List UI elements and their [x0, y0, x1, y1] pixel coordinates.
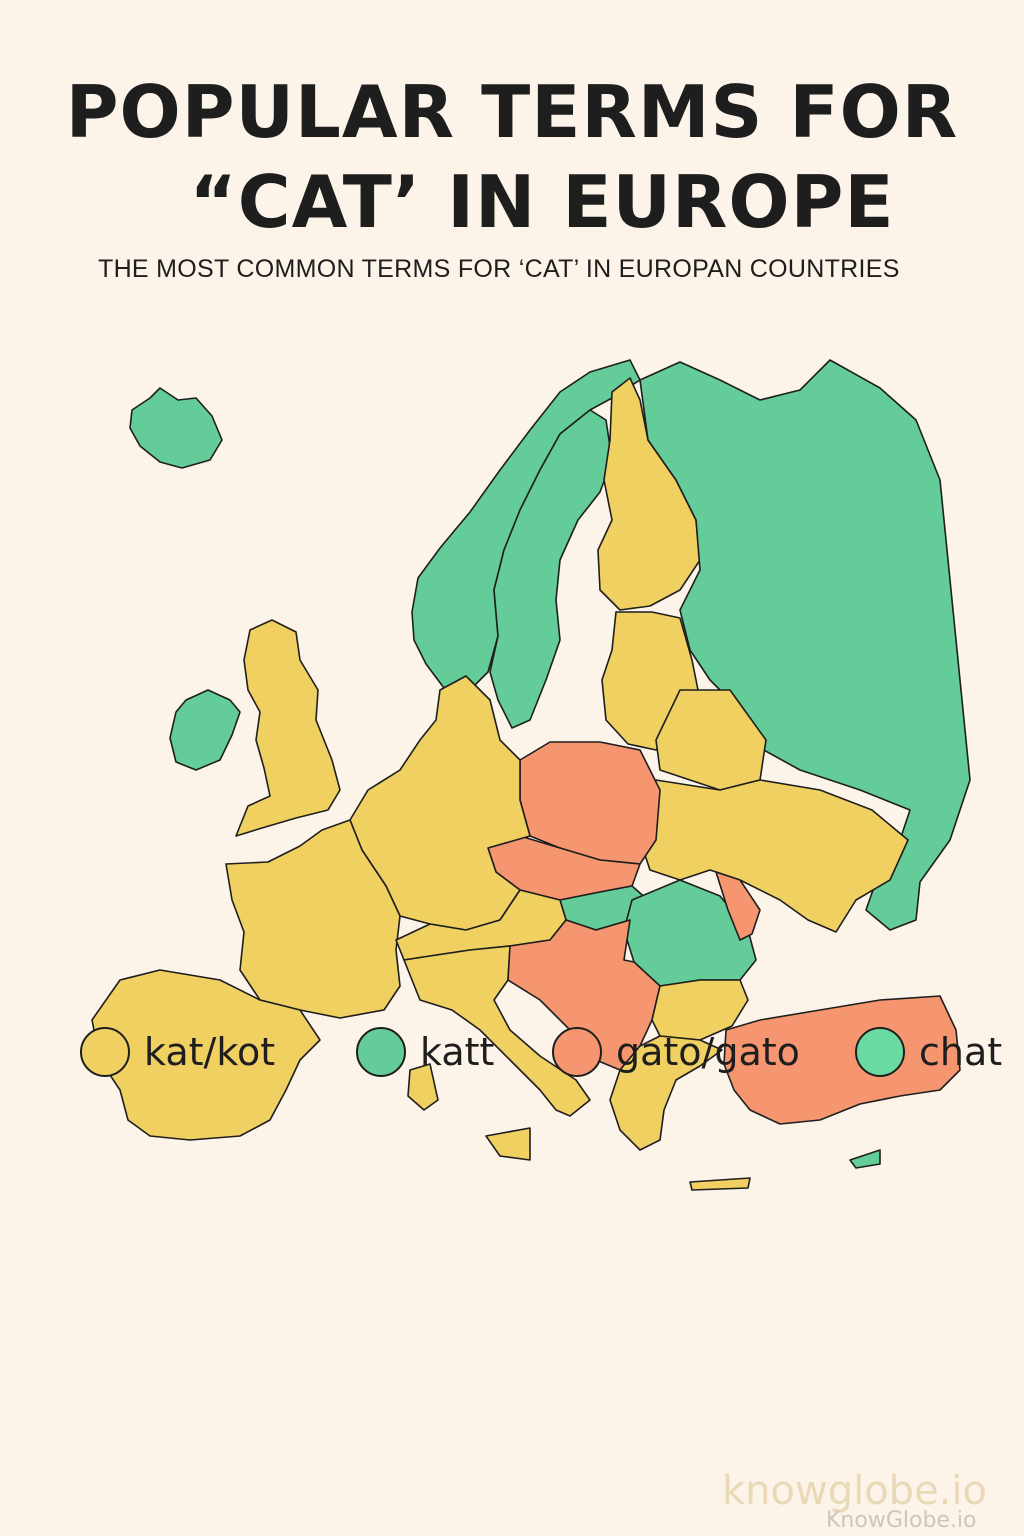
region-greece — [609, 1035, 723, 1151]
legend-swatch-kat-kot — [80, 1027, 130, 1077]
region-moldova — [715, 871, 761, 941]
region-cyprus — [849, 1149, 881, 1169]
legend-label-kat-kot: kat/kot — [144, 1030, 276, 1074]
legend-item-kat-kot: kat/kot — [80, 1027, 275, 1077]
region-iceland — [129, 387, 223, 469]
region-italy — [403, 945, 591, 1117]
legend-swatch-gato — [552, 1027, 602, 1077]
legend-swatch-katt — [356, 1027, 406, 1077]
region-sicily — [485, 1127, 531, 1161]
title-line-1: POPULAR TERMS FOR — [65, 70, 959, 154]
region-great-britain — [235, 619, 341, 837]
legend-label-katt: katt — [420, 1030, 495, 1074]
map-countries — [91, 359, 971, 1191]
legend-item-katt: katt — [356, 1027, 494, 1077]
title-line-2: “CAT’ IN EUROPE — [189, 160, 895, 244]
watermark-caption: KnowGlobe.io — [826, 1508, 977, 1533]
region-ireland — [169, 689, 241, 771]
region-sardinia — [407, 1063, 439, 1111]
legend: kat/kot katt gato/gato chat — [0, 1027, 1024, 1087]
region-finland — [597, 377, 701, 611]
subtitle: THE MOST COMMON TERMS FOR ‘CAT’ IN EUROP… — [98, 255, 900, 283]
legend-label-chat: chat — [919, 1030, 1003, 1074]
region-iberia — [91, 969, 321, 1141]
region-sweden — [489, 409, 613, 729]
region-crete — [689, 1177, 751, 1191]
region-bulgaria — [651, 979, 749, 1041]
legend-label-gato: gato/gato — [616, 1030, 800, 1074]
region-turkey — [723, 995, 961, 1125]
watermark-brand: knowglobe.io — [722, 1468, 987, 1514]
region-russia — [639, 359, 971, 931]
region-ukraine — [639, 779, 909, 933]
europe-map — [91, 359, 971, 1191]
region-france — [225, 819, 401, 1019]
legend-swatch-chat — [855, 1027, 905, 1077]
legend-item-chat: chat — [855, 1027, 1002, 1077]
legend-item-gato: gato/gato — [552, 1027, 800, 1077]
